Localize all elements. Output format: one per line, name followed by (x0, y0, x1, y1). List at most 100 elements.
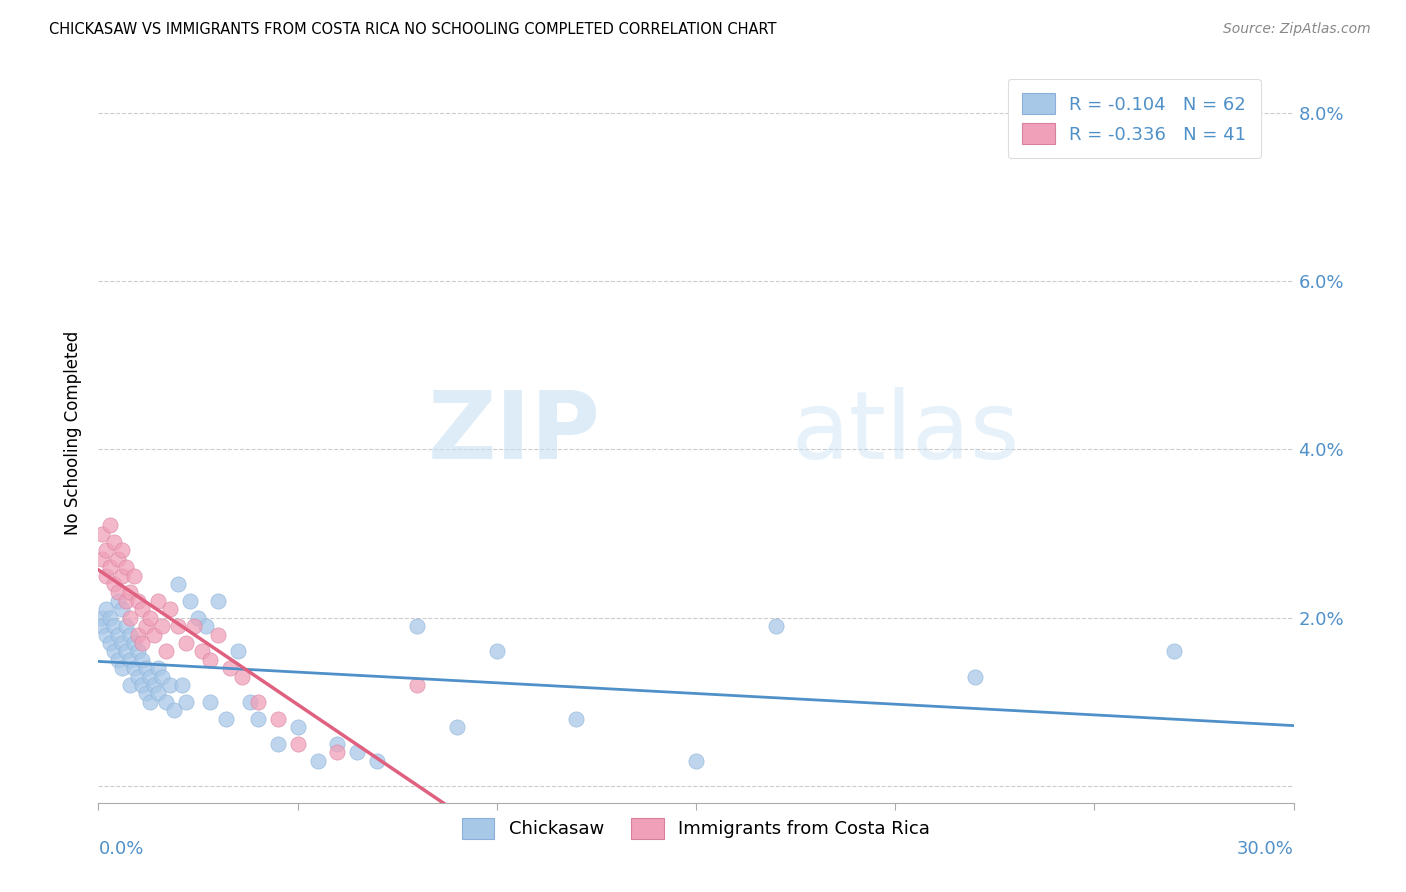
Point (148, 661, 170, 675)
Point (1163, 644, 1185, 658)
Point (111, 636, 134, 650)
Point (127, 670, 149, 684)
Point (103, 619, 125, 633)
Point (148, 594, 170, 608)
Point (239, 695, 262, 709)
Point (139, 610, 162, 624)
Point (96, 602, 118, 616)
Point (231, 670, 253, 684)
Point (91, 526, 114, 541)
Point (485, 644, 508, 658)
Point (135, 619, 157, 633)
Point (139, 670, 162, 684)
Point (120, 610, 142, 624)
Point (246, 695, 269, 709)
Point (139, 695, 162, 709)
Point (163, 703, 186, 717)
Point (127, 594, 149, 608)
Point (685, 754, 707, 768)
Point (246, 712, 269, 726)
Point (143, 627, 166, 641)
Point (326, 737, 349, 751)
Point (115, 560, 138, 574)
Y-axis label: No Schooling Completed: No Schooling Completed (65, 331, 83, 534)
Point (219, 661, 242, 675)
Point (179, 594, 201, 608)
Point (107, 627, 129, 641)
Point (107, 653, 129, 667)
Point (131, 602, 153, 616)
Point (215, 712, 238, 726)
Point (167, 577, 190, 591)
Point (127, 627, 149, 641)
Point (131, 636, 153, 650)
Point (187, 610, 209, 624)
Point (148, 686, 170, 700)
Point (91, 610, 114, 624)
Point (107, 551, 129, 566)
Point (150, 670, 173, 684)
Point (124, 636, 146, 650)
Point (98, 518, 122, 533)
Point (115, 644, 138, 658)
Point (183, 619, 205, 633)
Point (150, 619, 173, 633)
Text: 30.0%: 30.0% (1237, 840, 1294, 858)
Text: Source: ZipAtlas.com: Source: ZipAtlas.com (1223, 22, 1371, 37)
Point (120, 585, 142, 599)
Point (91, 619, 114, 633)
Point (765, 619, 787, 633)
Point (307, 754, 329, 768)
Point (98, 636, 122, 650)
Point (96, 568, 118, 582)
Point (131, 653, 153, 667)
Point (172, 678, 194, 692)
Point (406, 678, 429, 692)
Point (96, 627, 118, 641)
Point (115, 594, 138, 608)
Text: 0.0%: 0.0% (98, 840, 143, 858)
Point (406, 619, 429, 633)
Point (135, 661, 157, 675)
Point (174, 636, 197, 650)
Point (135, 686, 157, 700)
Point (191, 644, 214, 658)
Legend: Chickasaw, Immigrants from Costa Rica: Chickasaw, Immigrants from Costa Rica (447, 804, 945, 853)
Point (267, 737, 290, 751)
Point (127, 644, 149, 658)
Point (143, 678, 166, 692)
Point (120, 627, 142, 641)
Point (98, 560, 122, 574)
Point (120, 678, 142, 692)
Point (167, 619, 190, 633)
Point (565, 712, 588, 726)
Point (111, 602, 134, 616)
Point (124, 568, 146, 582)
Point (155, 695, 177, 709)
Point (120, 653, 142, 667)
Point (115, 619, 138, 633)
Point (111, 661, 134, 675)
Point (174, 695, 197, 709)
Point (107, 585, 129, 599)
Point (287, 720, 309, 734)
Point (103, 577, 125, 591)
Point (96, 543, 118, 558)
Point (159, 678, 181, 692)
Point (124, 661, 146, 675)
Point (159, 602, 181, 616)
Point (207, 594, 229, 608)
Point (103, 644, 125, 658)
Text: CHICKASAW VS IMMIGRANTS FROM COSTA RICA NO SCHOOLING COMPLETED CORRELATION CHART: CHICKASAW VS IMMIGRANTS FROM COSTA RICA … (49, 22, 776, 37)
Point (963, 670, 986, 684)
Point (198, 695, 221, 709)
Point (346, 745, 368, 759)
Point (207, 627, 229, 641)
Point (287, 737, 309, 751)
Text: atlas: atlas (792, 386, 1019, 479)
Point (111, 543, 134, 558)
Point (267, 712, 290, 726)
Point (98, 610, 122, 624)
Point (195, 619, 218, 633)
Text: ZIP: ZIP (427, 386, 600, 479)
